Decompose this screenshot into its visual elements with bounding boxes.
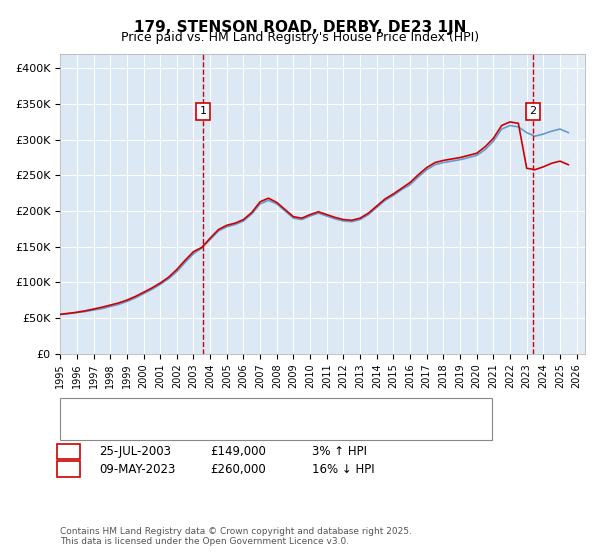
HPI: Average price, detached house, City of Derby: (2e+03, 1.4e+05): Average price, detached house, City of D… (190, 250, 197, 257)
179, STENSON ROAD, DERBY, DE23 1JN (detached house) (307, 211, 314, 218)
HPI: Average price, detached house, City of Derby: (2.02e+03, 3.15e+05): Average price, detached house, City of D… (498, 125, 505, 132)
HPI: Average price, detached house, City of Derby: (2.03e+03, 3.1e+05): Average price, detached house, City of D… (565, 129, 572, 136)
179, STENSON ROAD, DERBY, DE23 1JN (detached house) (506, 119, 514, 125)
Line: 179, STENSON ROAD, DERBY, DE23 1JN (detached house): 179, STENSON ROAD, DERBY, DE23 1JN (deta… (60, 122, 568, 314)
HPI: Average price, detached house, City of Derby: (2.01e+03, 1.95e+05): Average price, detached house, City of D… (365, 211, 372, 218)
Text: Price paid vs. HM Land Registry's House Price Index (HPI): Price paid vs. HM Land Registry's House … (121, 31, 479, 44)
179, STENSON ROAD, DERBY, DE23 1JN (detached house) (56, 311, 64, 318)
Text: £149,000: £149,000 (210, 445, 266, 458)
179, STENSON ROAD, DERBY, DE23 1JN (detached house) (365, 210, 372, 217)
Text: 1: 1 (65, 446, 72, 456)
Text: £260,000: £260,000 (210, 463, 266, 476)
Text: 2: 2 (65, 464, 72, 474)
HPI: Average price, detached house, City of Derby: (2.01e+03, 1.93e+05): Average price, detached house, City of D… (307, 213, 314, 220)
HPI: Average price, detached house, City of Derby: (2e+03, 9.7e+04): Average price, detached house, City of D… (157, 281, 164, 288)
179, STENSON ROAD, DERBY, DE23 1JN (detached house) (498, 122, 505, 129)
179, STENSON ROAD, DERBY, DE23 1JN (detached house) (190, 248, 197, 255)
Text: HPI: Average price, detached house, City of Derby: HPI: Average price, detached house, City… (102, 413, 364, 423)
HPI: Average price, detached house, City of Derby: (2e+03, 5.5e+04): Average price, detached house, City of D… (56, 311, 64, 318)
Text: 3% ↑ HPI: 3% ↑ HPI (312, 445, 367, 458)
Text: 16% ↓ HPI: 16% ↓ HPI (312, 463, 374, 476)
HPI: Average price, detached house, City of Derby: (2e+03, 6.3e+04): Average price, detached house, City of D… (98, 305, 106, 312)
Text: 179, STENSON ROAD, DERBY, DE23 1JN: 179, STENSON ROAD, DERBY, DE23 1JN (134, 20, 466, 35)
Line: HPI: Average price, detached house, City of Derby: HPI: Average price, detached house, City… (60, 125, 568, 314)
Text: 179, STENSON ROAD, DERBY, DE23 1JN (detached house): 179, STENSON ROAD, DERBY, DE23 1JN (deta… (102, 399, 403, 409)
179, STENSON ROAD, DERBY, DE23 1JN (detached house) (565, 161, 572, 168)
Text: 1: 1 (199, 106, 206, 116)
Bar (560, 54, 585, 353)
Text: 09-MAY-2023: 09-MAY-2023 (99, 463, 175, 476)
Text: 25-JUL-2003: 25-JUL-2003 (99, 445, 171, 458)
Text: Contains HM Land Registry data © Crown copyright and database right 2025.
This d: Contains HM Land Registry data © Crown c… (60, 526, 412, 546)
HPI: Average price, detached house, City of Derby: (2.02e+03, 3.2e+05): Average price, detached house, City of D… (506, 122, 514, 129)
179, STENSON ROAD, DERBY, DE23 1JN (detached house) (98, 304, 106, 311)
Bar (560, 54, 585, 353)
Text: 2: 2 (529, 106, 536, 116)
179, STENSON ROAD, DERBY, DE23 1JN (detached house) (157, 279, 164, 286)
